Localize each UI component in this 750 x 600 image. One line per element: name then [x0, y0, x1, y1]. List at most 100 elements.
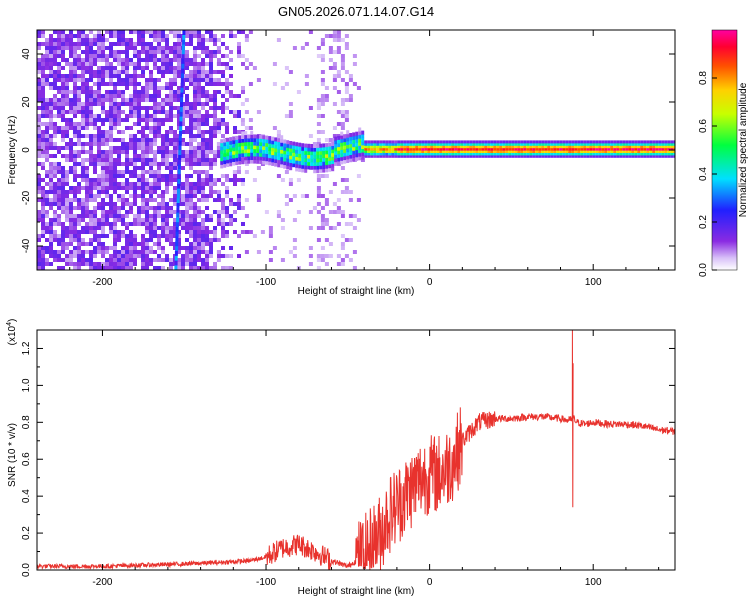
heatmap-cell [319, 165, 323, 170]
colorbar-gradient [711, 29, 738, 271]
heatmap-cell [197, 94, 201, 98]
heatmap-cell [149, 218, 153, 222]
heatmap-cell [601, 145, 605, 149]
heatmap-cell [574, 150, 578, 153]
heatmap-cell [193, 258, 197, 262]
heatmap-cell [201, 86, 205, 90]
heatmap-cell [472, 142, 476, 146]
heatmap-cell [268, 146, 272, 151]
heatmap-cell [89, 106, 93, 110]
heatmap-cell [169, 266, 173, 270]
heatmap-cell [49, 26, 53, 30]
heatmap-cell [57, 114, 61, 118]
heatmap-cell [89, 118, 93, 122]
heatmap-cell [113, 98, 117, 102]
heatmap-cell [61, 90, 65, 94]
heatmap-cell [337, 153, 341, 158]
heatmap-cell [316, 151, 320, 156]
snr-y-label: SNR (10 * v/v) [7, 423, 18, 487]
heatmap-cell [137, 142, 141, 146]
heatmap-cell [137, 206, 141, 210]
heatmap-cell [105, 150, 109, 154]
heatmap-cell [229, 218, 233, 222]
heatmap-cell [37, 174, 41, 178]
heatmap-cell [298, 149, 302, 154]
heatmap-cell [201, 234, 205, 238]
heatmap-cell [81, 26, 85, 30]
heatmap-cell [85, 210, 89, 214]
heatmap-cell [571, 147, 575, 151]
heatmap-cell [153, 214, 157, 218]
heatmap-cell [77, 110, 81, 114]
heatmap-cell [193, 262, 197, 266]
heatmap-cell [169, 230, 173, 234]
heatmap-cell [61, 106, 65, 110]
heatmap-cell [93, 214, 97, 218]
heatmap-cell [556, 145, 560, 149]
heatmap-cell [292, 152, 296, 157]
heatmap-cell [109, 206, 113, 210]
heatmap-cell [349, 151, 353, 155]
heatmap-cell [165, 234, 169, 238]
heatmap-cell [169, 94, 173, 98]
heatmap-cell [225, 254, 229, 258]
heatmap-cell [505, 145, 509, 149]
heatmap-cell [117, 94, 121, 98]
heatmap-cell [213, 230, 217, 234]
heatmap-cell [259, 134, 263, 139]
heatmap-cell [352, 136, 356, 140]
heatmap-cell [149, 34, 153, 38]
heatmap-cell [289, 148, 293, 153]
heatmap-cell [340, 62, 345, 66]
heatmap-cell [85, 174, 89, 178]
heatmap-cell [161, 222, 165, 226]
heatmap-cell [209, 130, 213, 134]
heatmap-cell [97, 78, 101, 82]
heatmap-cell [117, 54, 121, 58]
heatmap-cell [109, 266, 113, 270]
heatmap-cell [180, 87, 184, 93]
heatmap-cell [85, 106, 89, 110]
heatmap-cell [232, 136, 236, 141]
heatmap-cell [37, 118, 41, 122]
heatmap-cell [358, 127, 362, 132]
heatmap-cell [153, 62, 157, 66]
heatmap-cell [181, 202, 185, 206]
heatmap-cell [478, 154, 482, 158]
heatmap-cell [117, 82, 121, 86]
heatmap-cell [45, 134, 49, 138]
heatmap-cell [418, 142, 422, 146]
heatmap-cell [205, 74, 209, 78]
heatmap-cell [53, 238, 57, 242]
heatmap-cell [41, 262, 45, 266]
heatmap-cell [117, 110, 121, 114]
heatmap-cell [125, 58, 129, 62]
heatmap-cell [145, 126, 149, 130]
heatmap-cell [77, 150, 81, 154]
heatmap-cell [109, 222, 113, 226]
heatmap-cell [241, 138, 245, 143]
heatmap-cell [89, 230, 93, 234]
heatmap-cell [73, 86, 77, 90]
heatmap-cell [193, 138, 197, 142]
heatmap-cell [133, 98, 137, 102]
heatmap-cell [637, 152, 641, 156]
heatmap-cell [586, 154, 590, 158]
heatmap-cell [664, 152, 668, 156]
heatmap-cell [45, 146, 49, 150]
heatmap-cell [61, 86, 65, 90]
heatmap-cell [161, 106, 165, 110]
heatmap-cell [394, 142, 398, 146]
heatmap-cell [472, 152, 476, 156]
heatmap-cell [469, 140, 473, 144]
heatmap-cell [332, 210, 337, 214]
heatmap-cell [129, 58, 133, 62]
heatmap-cell [197, 250, 201, 254]
heatmap-cell [526, 147, 530, 151]
heatmap-cell [45, 258, 49, 262]
heatmap-cell [125, 54, 129, 58]
heatmap-cell [65, 174, 69, 178]
heatmap-cell [289, 151, 293, 156]
heatmap-cell [109, 158, 113, 162]
